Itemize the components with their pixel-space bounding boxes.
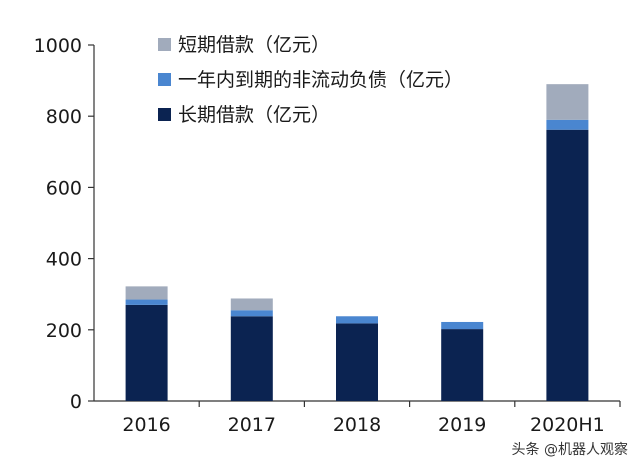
legend-swatch: [158, 73, 171, 86]
bar-segment-2017-s0: [230, 316, 273, 401]
watermark: 头条 @机器人观察: [511, 442, 628, 458]
y-tick-label: 0: [70, 391, 82, 413]
y-tick-label: 200: [46, 320, 82, 342]
bar-segment-2020H1-s0: [546, 129, 589, 401]
legend: 短期借款（亿元） 一年内到期的非流动负债（亿元） 长期借款（亿元）: [158, 34, 463, 126]
x-tick-label: 2018: [333, 414, 381, 436]
y-tick-label: 400: [46, 249, 82, 271]
bar-segment-2018-s0: [336, 323, 378, 401]
bar-segment-2020H1-s1: [546, 119, 589, 130]
bar-segment-2018-s1: [336, 316, 378, 324]
bar-segment-2019-s1: [441, 321, 484, 330]
y-axis: 0 200 400 600 800 1000: [34, 35, 95, 413]
x-tick-label: 2017: [228, 414, 276, 436]
bar-segment-2016-s2: [125, 286, 168, 300]
x-axis: 2016 2017 2018 2019 2020H1: [94, 400, 621, 436]
y-tick-label: 800: [46, 106, 82, 128]
bars: [125, 84, 589, 401]
legend-swatch: [158, 108, 171, 121]
bar-segment-2016-s0: [125, 304, 168, 401]
x-tick-label: 2019: [438, 414, 486, 436]
x-tick-label: 2016: [122, 414, 170, 436]
bar-segment-2019-s0: [441, 329, 484, 401]
legend-label: 一年内到期的非流动负债（亿元）: [178, 69, 463, 91]
bar-segment-2017-s1: [230, 310, 273, 317]
bar-segment-2017-s2: [230, 298, 273, 311]
legend-label: 长期借款（亿元）: [178, 104, 330, 126]
legend-swatch: [158, 38, 171, 51]
x-tick-label: 2020H1: [530, 414, 605, 436]
y-tick-label: 600: [46, 177, 82, 199]
bar-segment-2016-s1: [125, 299, 168, 305]
legend-label: 短期借款（亿元）: [178, 34, 330, 56]
y-tick-label: 1000: [34, 35, 82, 57]
bar-segment-2020H1-s2: [546, 84, 589, 120]
